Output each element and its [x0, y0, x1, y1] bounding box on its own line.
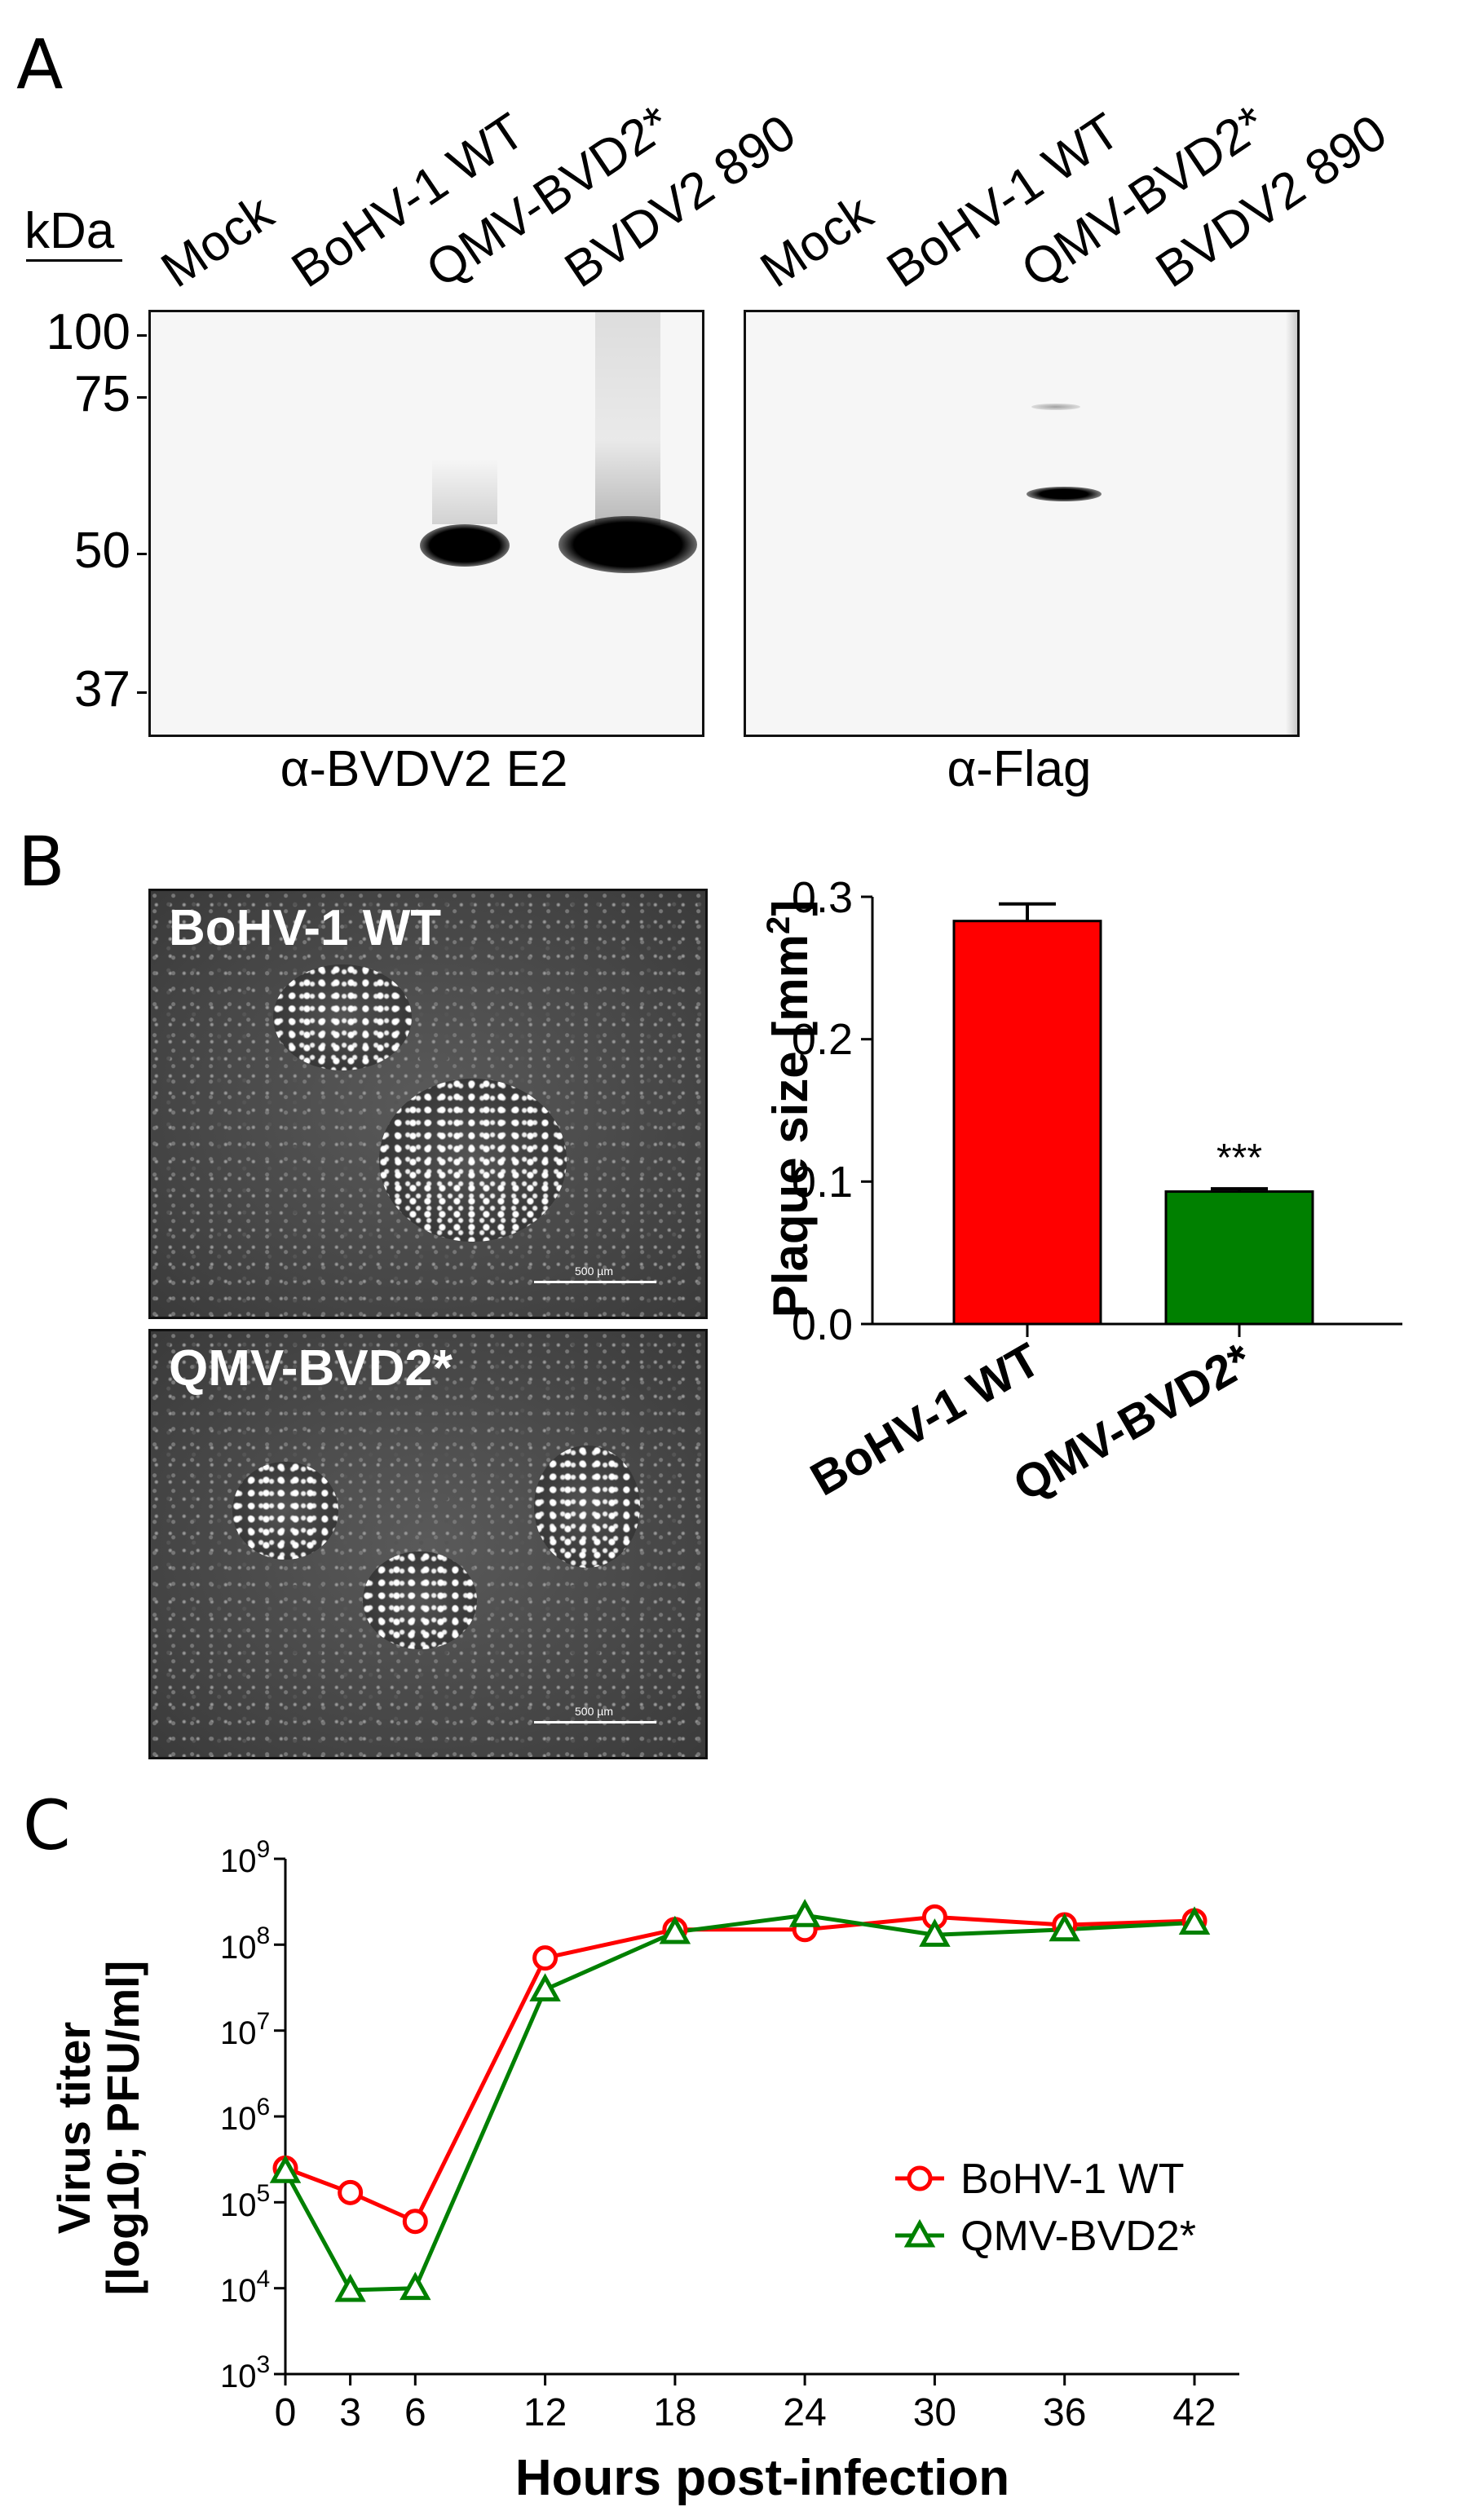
plaque-4 [363, 1551, 477, 1649]
significance-annotation: *** [1216, 1136, 1262, 1180]
marker-75: 75 [74, 366, 130, 422]
line-xtick-label-42: 42 [1172, 2391, 1216, 2434]
blot-edge-shadow [1286, 312, 1297, 735]
line-xtick-label-24: 24 [783, 2391, 826, 2434]
faint-band-qmv-flag [1031, 404, 1080, 410]
bar-ytick-label-2: 0.2 [792, 1015, 853, 1064]
data-point-qmv-bvd2-6 [400, 2271, 431, 2301]
lane-label-mock-left: Mock [151, 184, 284, 299]
data-point-qmv-bvd2-30 [919, 1918, 951, 1947]
micrograph-bohv1-wt: BoHV-1 WT 500 µm [148, 889, 708, 1319]
plaque-1 [273, 964, 412, 1070]
bar-y-ticks: 0.0 0.1 0.2 0.3 [792, 873, 872, 1349]
line-xtick-label-6: 6 [404, 2391, 426, 2434]
legend-label-bohv1-wt: BoHV-1 WT [960, 2156, 1185, 2203]
line-ytick-label-7: 107 [220, 2008, 270, 2051]
line-ytick-label-5: 105 [220, 2180, 270, 2223]
smear-bvdv2-e2 [595, 312, 660, 524]
line-xtick-label-36: 36 [1043, 2391, 1086, 2434]
blot-label-bvdv2-e2: α-BVDV2 E2 [280, 741, 568, 797]
line-y-ticks: 103 104 105 106 107 108 109 [220, 1836, 285, 2394]
marker-tick-75 [137, 396, 147, 399]
data-point-bohv1-wt-12 [532, 1945, 559, 1971]
panel-label-b: B [18, 822, 65, 902]
band-bvdv2-e2 [559, 516, 697, 573]
marker-tick-50 [137, 553, 147, 555]
plaque-2 [379, 1079, 567, 1242]
line-xtick-label-0: 0 [275, 2391, 297, 2434]
band-qmv-e2 [420, 524, 510, 567]
blot-bvdv2-e2 [148, 310, 704, 737]
kda-unit-label: kDa [24, 203, 115, 259]
marker-100: 100 [46, 304, 130, 360]
legend-marker-qmv-bvd2 [903, 2218, 936, 2248]
blot-flag [744, 310, 1300, 737]
micrograph-label-bohv1-wt: BoHV-1 WT [169, 900, 442, 956]
marker-37: 37 [74, 661, 130, 717]
data-point-qmv-bvd2-36 [1049, 1913, 1080, 1942]
marker-tick-37 [137, 691, 147, 694]
line-xtick-label-30: 30 [913, 2391, 956, 2434]
bar-ytick-label-3: 0.3 [792, 873, 853, 922]
blot-label-flag: α-Flag [947, 741, 1092, 797]
bar-category-label-0: BoHV-1 WT [801, 1333, 1049, 1507]
line-ytick-label-9: 109 [220, 1836, 270, 1879]
kda-underline [26, 259, 122, 262]
marker-50: 50 [74, 523, 130, 579]
legend-marker-bohv1-wt [907, 2165, 933, 2191]
bar-ylabel-end: ] [763, 900, 818, 916]
data-point-qmv-bvd2-0 [269, 2155, 302, 2183]
bar-ylabel-main: Plaque size [mm [763, 934, 818, 1317]
scale-bar-top [534, 1281, 656, 1283]
plaque-3 [232, 1462, 338, 1560]
growth-curve-chart: Virus titer [log10; PFU/ml] 103 104 105 … [48, 1836, 1239, 2506]
bar-ylabel: Plaque size [mm2] [761, 900, 818, 1317]
legend: BoHV-1 WT QMV-BVD2* [895, 2156, 1196, 2260]
scale-bar-bottom [534, 1721, 656, 1723]
line-xtick-label-18: 18 [653, 2391, 696, 2434]
bar-ytick-label-1: 0.1 [792, 1158, 853, 1207]
bar-ylabel-sup: 2 [761, 916, 797, 934]
data-point-bohv1-wt-6 [402, 2209, 428, 2235]
scale-text-top: 500 µm [575, 1264, 613, 1278]
panel-label-a: A [16, 24, 64, 104]
line-xlabel: Hours post-infection [515, 2450, 1009, 2506]
legend-label-qmv-bvd2: QMV-BVD2* [960, 2213, 1196, 2260]
data-point-qmv-bvd2-42 [1178, 1906, 1211, 1935]
data-point-qmv-bvd2-12 [529, 1973, 561, 2001]
line-x-ticks: 0 3 6 12 18 24 30 36 42 [275, 2374, 1216, 2434]
plaque-5 [534, 1445, 640, 1568]
bar-bohv1-wt [952, 920, 1102, 1326]
data-point-qmv-bvd2-3 [334, 2273, 366, 2302]
marker-tick-100 [137, 334, 147, 337]
line-ytick-label-4: 104 [220, 2266, 270, 2309]
micrograph-label-qmv-bvd2: QMV-BVD2* [169, 1340, 453, 1397]
data-point-qmv-bvd2-18 [659, 1915, 691, 1944]
bar-ytick-label-0: 0.0 [792, 1300, 853, 1349]
bar-qmv-bvd2 [1164, 1190, 1314, 1326]
data-point-qmv-bvd2-24 [788, 1899, 821, 1927]
line-ylabel-1: Virus titer [48, 2022, 99, 2234]
series-markers-qmv-bvd2 [269, 1899, 1211, 2302]
smear-qmv-e2 [432, 459, 497, 524]
line-xtick-label-12: 12 [523, 2391, 567, 2434]
line-ylabel-2: [log10; PFU/ml] [97, 1961, 148, 2296]
bar-category-label-1: QMV-BVD2* [1004, 1333, 1261, 1512]
lane-label-mock-right: Mock [750, 184, 883, 299]
plaque-size-chart: Plaque size [mm2] 0.0 0.1 0.2 0.3 *** Bo… [761, 873, 1402, 1512]
line-ytick-label-6: 106 [220, 2094, 270, 2137]
line-xtick-label-3: 3 [339, 2391, 361, 2434]
band-qmv-flag [1027, 487, 1102, 501]
line-ytick-label-8: 108 [220, 1922, 270, 1966]
scale-text-bottom: 500 µm [575, 1705, 613, 1718]
line-ytick-label-3: 103 [220, 2351, 270, 2394]
panel-label-c: C [23, 1785, 71, 1865]
data-point-bohv1-wt-3 [338, 2179, 364, 2205]
micrograph-qmv-bvd2: QMV-BVD2* 500 µm [148, 1329, 708, 1759]
